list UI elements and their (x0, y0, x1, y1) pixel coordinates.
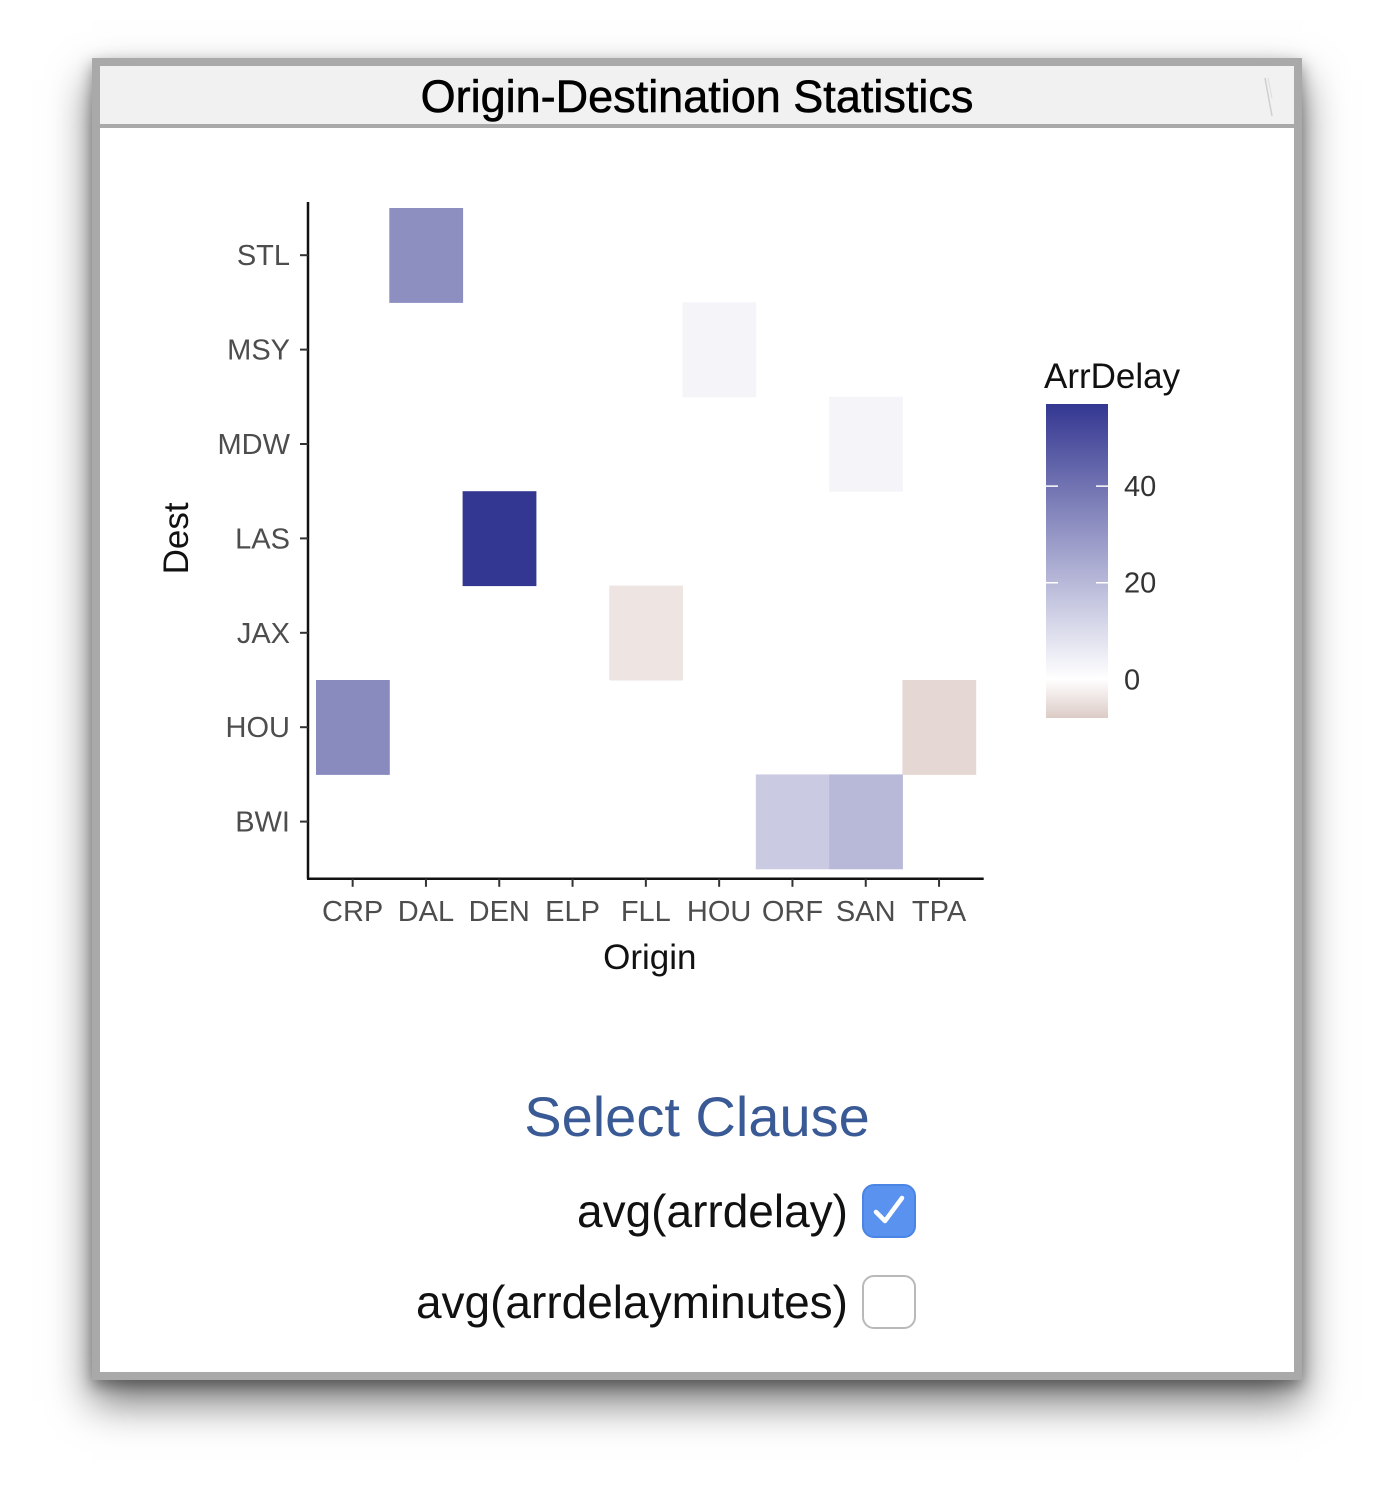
y-tick-label: HOU (226, 712, 290, 744)
checkmark-icon (873, 1195, 905, 1224)
legend-title: ArrDelay (1044, 357, 1181, 396)
heatmap-tile-orf-bwi (755, 774, 830, 870)
y-tick-label: STL (237, 240, 290, 272)
y-tick-label: LAS (235, 523, 290, 555)
heatmap-tile-san-bwi (829, 774, 903, 870)
select-clause-title: Select Clause (524, 1085, 870, 1148)
legend-tick-label: 0 (1124, 664, 1140, 696)
heatmap-tile-elp-hou (535, 680, 610, 775)
heatmap-tile-hou-msy (682, 302, 757, 398)
option-label-arrdelayminutes: avg(arrdelayminutes) (415, 1276, 848, 1328)
y-axis-title: Dest (157, 502, 196, 574)
y-tick-label: BWI (235, 807, 290, 839)
x-tick-label: FLL (621, 896, 671, 928)
x-axis-title: Origin (603, 938, 696, 977)
checkbox-arrdelay[interactable] (862, 1184, 916, 1238)
legend-colorbar (1046, 404, 1108, 718)
x-tick-label: SAN (836, 896, 896, 928)
statistics-window: Origin-Destination Statistics BWI HOU JAX L… (92, 58, 1302, 1380)
option-label-arrdelay: avg(arrdelay) (577, 1185, 848, 1237)
heatmap-tile-san-mdw (829, 396, 903, 492)
legend-tick-label: 40 (1124, 471, 1156, 503)
y-tick-label: MSY (227, 335, 290, 367)
option-row-arrdelayminutes: avg(arrdelayminutes) (416, 1272, 916, 1332)
x-tick-label: DEN (469, 896, 530, 928)
x-tick-label: CRP (322, 896, 383, 928)
heatmap-tile-tpa-hou (902, 680, 977, 775)
window-title: Origin-Destination Statistics (420, 71, 974, 123)
x-tick-label: TPA (912, 896, 967, 928)
option-row-arrdelay: avg(arrdelay) (577, 1181, 916, 1241)
legend-tick-label: 20 (1124, 568, 1156, 600)
resize-grip-icon[interactable] (1262, 76, 1274, 118)
checkbox-arrdelayminutes[interactable] (862, 1275, 916, 1329)
x-tick-label: ELP (545, 896, 600, 928)
heatmap-tile-dal-stl (389, 208, 464, 303)
heatmap-tile-den-las (462, 491, 537, 587)
y-tick-label: JAX (237, 618, 290, 650)
heatmap-tile-fll-jax (609, 585, 683, 681)
y-tick-label: MDW (218, 429, 291, 461)
x-tick-label: ORF (762, 896, 823, 928)
x-tick-label: HOU (687, 896, 751, 928)
heatmap-chart: BWI HOU JAX LAS MDW MSY STL CRP DAL DEN ELP FLL HOU O… (157, 202, 1181, 977)
x-tick-label: DAL (398, 896, 454, 928)
window-titlebar[interactable]: Origin-Destination Statistics (100, 66, 1294, 128)
heatmap-tile-crp-hou (316, 680, 390, 775)
